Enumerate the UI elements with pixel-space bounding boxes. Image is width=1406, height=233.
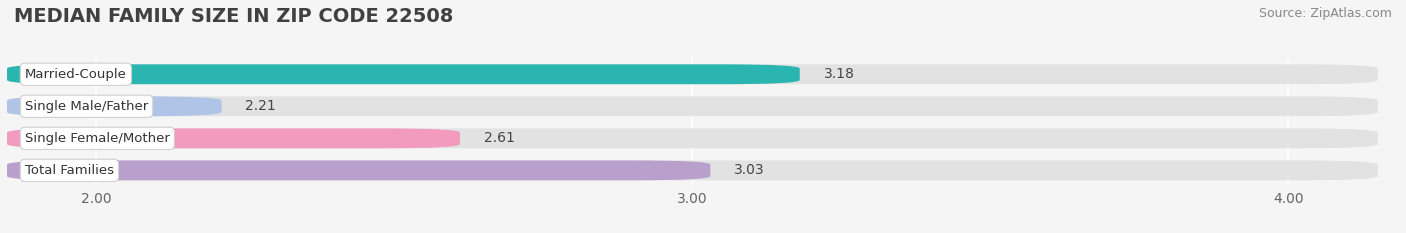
FancyBboxPatch shape [7,161,1378,180]
FancyBboxPatch shape [7,96,222,116]
FancyBboxPatch shape [7,128,1378,148]
Text: 2.61: 2.61 [484,131,515,145]
FancyBboxPatch shape [7,128,460,148]
Text: 3.18: 3.18 [824,67,855,81]
Text: 2.21: 2.21 [246,99,276,113]
Text: Married-Couple: Married-Couple [25,68,127,81]
Text: Total Families: Total Families [25,164,114,177]
Text: MEDIAN FAMILY SIZE IN ZIP CODE 22508: MEDIAN FAMILY SIZE IN ZIP CODE 22508 [14,7,453,26]
FancyBboxPatch shape [7,161,710,180]
Text: Single Female/Mother: Single Female/Mother [25,132,170,145]
FancyBboxPatch shape [7,64,1378,84]
Text: Single Male/Father: Single Male/Father [25,100,148,113]
Text: 3.03: 3.03 [734,163,765,177]
FancyBboxPatch shape [7,96,1378,116]
FancyBboxPatch shape [7,64,800,84]
Text: Source: ZipAtlas.com: Source: ZipAtlas.com [1258,7,1392,20]
